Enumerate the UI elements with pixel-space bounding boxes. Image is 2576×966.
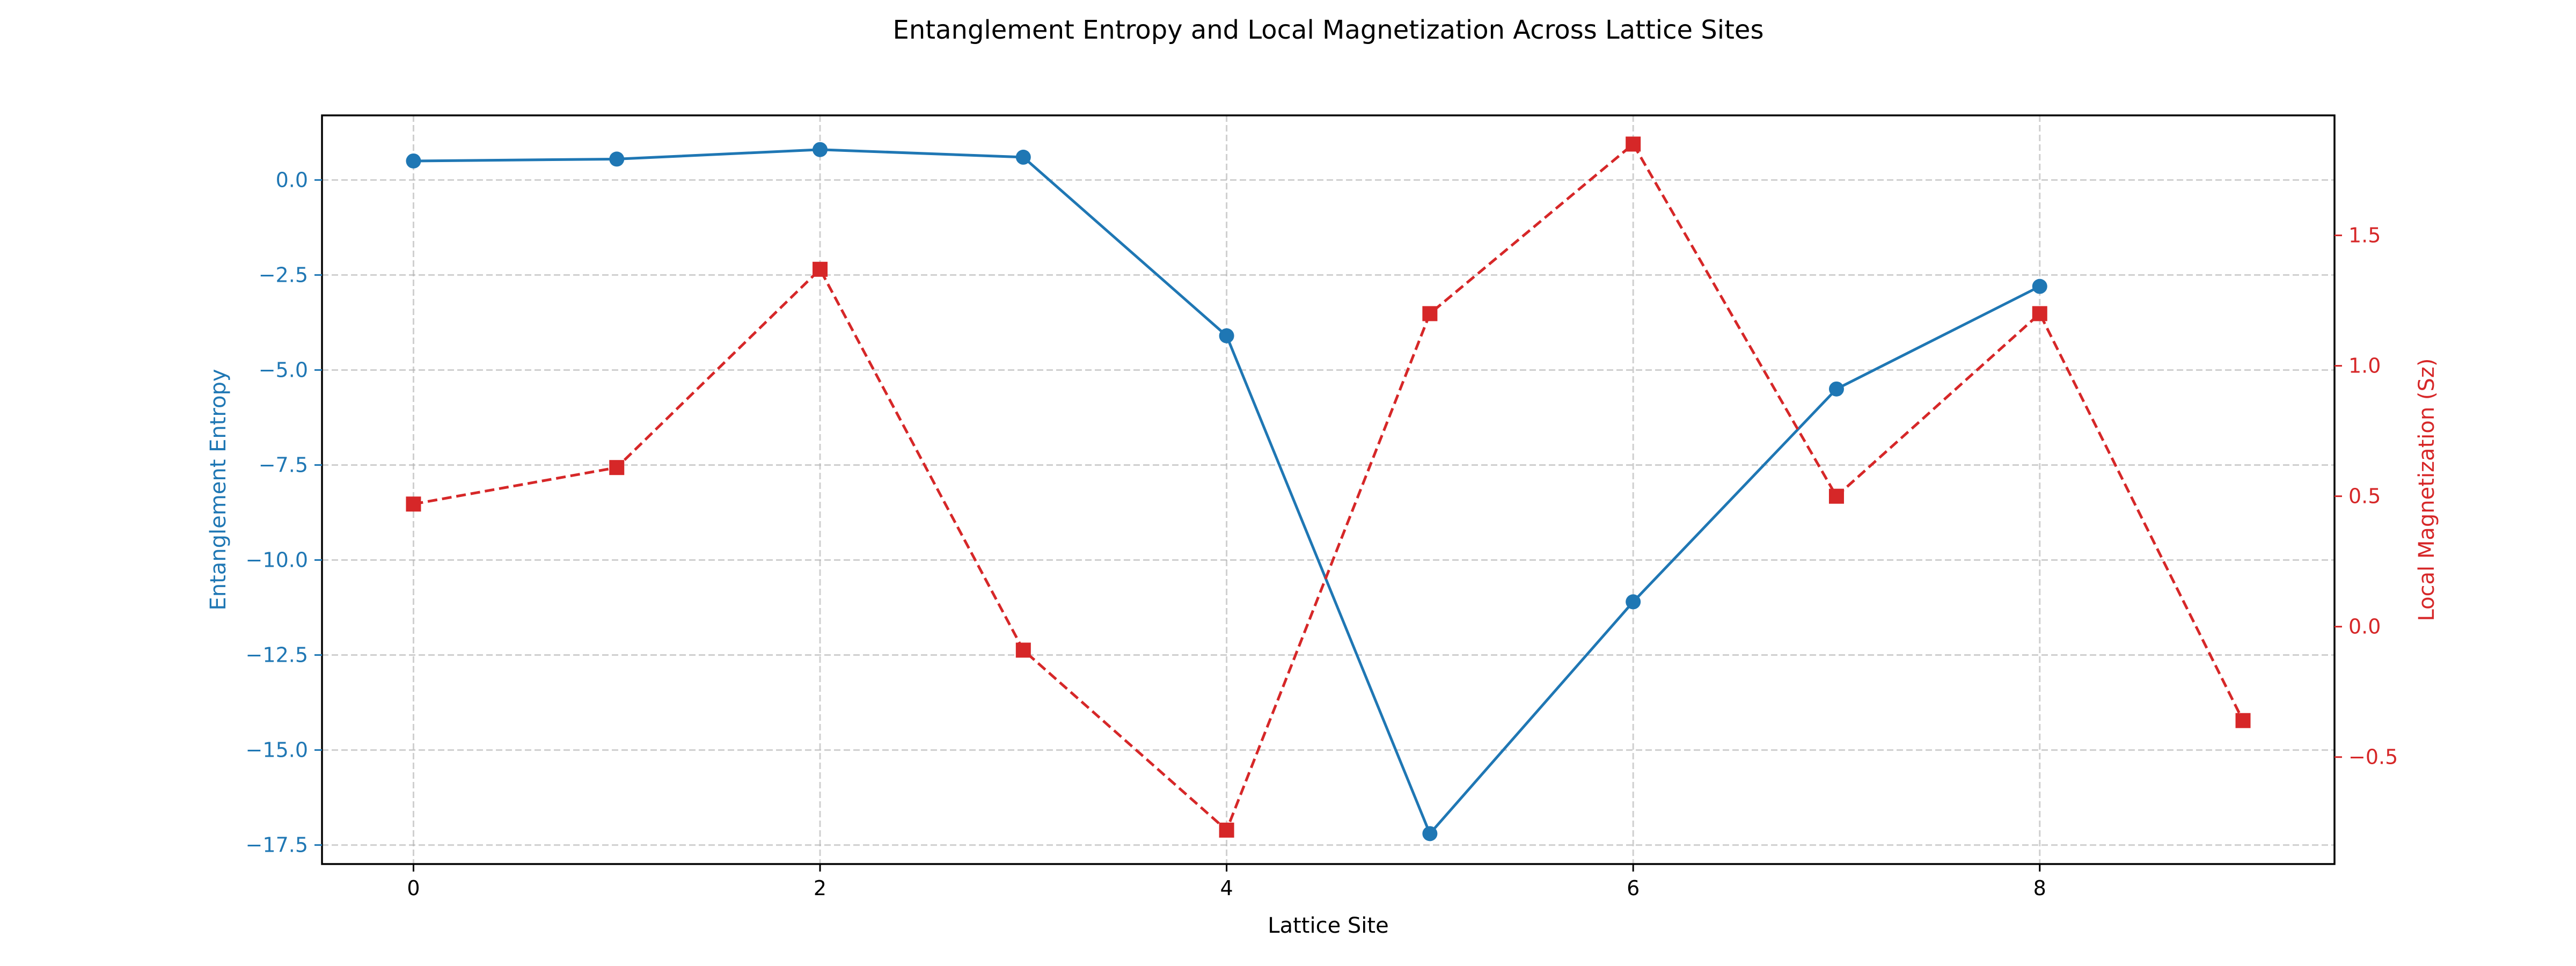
right-tick-label: −0.5 [2348, 745, 2398, 769]
x-tick-label: 4 [1220, 876, 1233, 900]
magnetization-point [609, 460, 625, 475]
entropy-point [1422, 826, 1438, 841]
entropy-point [1015, 149, 1031, 165]
magnetization-point [1015, 642, 1031, 658]
magnetization-point [813, 261, 828, 277]
left-tick-label: −12.5 [246, 643, 308, 667]
magnetization-line [413, 143, 2244, 832]
chart-title: Entanglement Entropy and Local Magnetiza… [893, 15, 1764, 45]
left-tick-label: −2.5 [259, 263, 308, 287]
plot-frame [321, 114, 2336, 865]
magnetization-point [1422, 306, 1438, 321]
right-tick-label: 0.0 [2348, 615, 2381, 639]
tick-layer: 0 2 4 6 8 0.0 −2.5 −5.0 −7.5 −10.0 −12.5 −15.0 −17.5… [246, 168, 2398, 900]
magnetization-point [2032, 306, 2047, 321]
magnetization-point [1219, 822, 1234, 838]
magnetization-point [2235, 713, 2251, 728]
entropy-point [1626, 594, 1641, 610]
right-axis-label: Local Magnetization (Sz) [2414, 358, 2439, 621]
x-tick-label: 8 [2033, 876, 2046, 900]
x-axis-label: Lattice Site [1268, 913, 1388, 938]
left-tick-label: −7.5 [259, 453, 308, 477]
right-tick-label: 1.0 [2348, 354, 2381, 378]
right-tick-label: 1.5 [2348, 224, 2381, 247]
x-tick-label: 2 [814, 876, 826, 900]
entropy-point [2032, 279, 2047, 294]
magnetization-point [406, 496, 421, 512]
left-tick-label: −5.0 [259, 358, 308, 382]
entropy-point [1219, 328, 1234, 343]
left-tick-label: −10.0 [246, 548, 308, 572]
entropy-point [1828, 381, 1844, 397]
magnetization-point [1828, 488, 1844, 504]
left-axis-label: Entanglement Entropy [206, 369, 231, 610]
series-layer [406, 136, 2251, 841]
entropy-point [609, 151, 625, 167]
entropy-point [813, 142, 828, 157]
left-tick-label: −17.5 [246, 833, 308, 857]
x-tick-label: 0 [407, 876, 420, 900]
grid-layer [322, 115, 2334, 864]
left-tick-label: −15.0 [246, 738, 308, 762]
x-tick-label: 6 [1627, 876, 1640, 900]
right-tick-label: 0.5 [2348, 485, 2381, 508]
entropy-point [406, 153, 421, 169]
magnetization-point [1626, 136, 1641, 152]
left-tick-label: 0.0 [276, 168, 308, 192]
